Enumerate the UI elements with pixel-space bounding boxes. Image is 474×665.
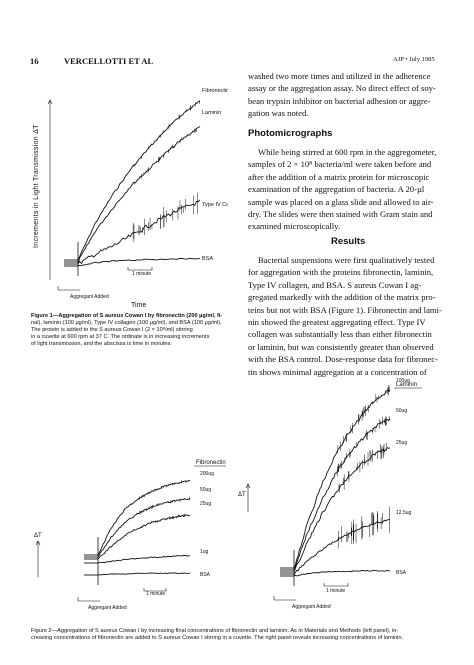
figure-1-caption-line-2: nal), laminin (100 µg/ml), Type IV colla… [31,320,222,326]
text-line: or laminin, but was consistently greater… [248,341,434,352]
y-axis-arrowhead [47,99,53,105]
text-line: after the addition of a matrix protein f… [248,171,430,182]
figure-2-right-ylabel: ΔT [238,492,246,498]
text-line: nin showed the greatest aggregating effe… [248,317,426,328]
series-line [97,572,191,576]
series-label: 50ug [396,408,407,414]
text-line: Bacterial suspensions were first qualita… [258,255,435,265]
text-line: While being stirred at 600 rpm in the ag… [258,147,437,157]
paragraph-materials-end: washed two more times and utilized in th… [248,70,448,120]
series-label: BSA [396,570,407,576]
text-line: assay or the aggregation assay. No direc… [248,83,436,94]
figure-1-xlabel: Time [131,302,147,309]
text-line: collagen was substantially less than eit… [248,329,432,340]
figure-1-chart: Fibronectin Laminin Type IV Collagen BSA In… [33,88,228,300]
series-label: 50ug [200,487,211,493]
caption-line: Figure 1—Aggregation of S aureus Cowan I… [31,313,231,320]
series-label: Fibronectin [202,88,228,94]
series-label: 1ug [200,549,209,555]
series-line [293,569,391,577]
text-line: examined microscopically. [248,221,341,232]
text-line: gation was noted. [248,108,309,119]
figure-1-caption-line-3: The protein is added to the S aureus Cow… [31,327,193,333]
series-label: Laminin [202,110,221,116]
text-line: washed two more times and utilized in th… [248,71,431,81]
series-label: 25ug [396,440,407,446]
figure-1-caption: Figure 1—Aggregation of S aureus Cowan I… [31,313,231,348]
section-heading-results: Results [331,236,366,247]
figure-2-left-aggregant-label: Aggregant Added [88,605,127,611]
figure-1-caption-line-4: in a cuvette at 600 rpm at 37 C. The ord… [31,334,210,340]
paragraph-results: Bacterial suspensions were first qualita… [248,254,448,378]
figure-1-aggregant-label: Aggregant Added [70,294,109,300]
series-label: 100ug [396,378,410,384]
figure-2-right-chart: 100ug 50ug 25ug 12.5ug BSA Laminin ΔT 1 minu… [238,378,422,610]
figure-1-scale-label: 1 minute [132,271,151,277]
series-line [293,389,391,568]
series-line [97,514,191,560]
series-label: Type IV Collagen [202,202,228,208]
minute-scale-bar [143,588,167,592]
text-line: bean trypsin inhibitor on bacterial adhe… [248,95,431,106]
y-axis-arrowhead [245,483,251,489]
figure-1-caption-line-5: of light transmission, and the abscissa … [31,341,172,347]
figure-1-caption-line-1: Figure 1—Aggregation of S aureus Cowan I… [31,313,223,319]
text-line: with the BSA control. Dose-response data… [248,354,438,365]
page-number: 16 [30,56,39,66]
figure-2-caption-line-1: Figure 2—Aggregation of S aureus Cowan I… [31,628,399,634]
series-line [97,554,191,564]
text-line: gregated markedly with the addition of t… [248,292,436,303]
text-line: teins but not with BSA (Figure 1). Fibro… [248,304,442,315]
figure-2-right-title: Laminin [396,382,417,388]
series-line [77,257,201,267]
series-line [77,126,201,264]
figure-2-right-scale-label: 1 minute [326,588,345,594]
figure-2-left-chart: 200ug 50ug 25ug 1ug BSA Fibronectin ΔT 1 min… [34,460,226,611]
text-line: Type IV collagen, and BSA. S aureus Cowa… [248,279,422,290]
text-line: tin shows minimal aggregation at a conce… [248,366,427,377]
series-label: BSA [200,572,211,578]
series-line [77,100,201,261]
figure-2-left-plot-area: 200ug 50ug 25ug 1ug BSA [35,471,214,602]
series-label: BSA [202,256,213,262]
figure-2-caption-line-2: creasing concentrations of fibronectin a… [31,635,404,641]
text-line: sample was placed on a glass slide and a… [248,196,434,207]
series-line [293,418,391,570]
series-line [97,480,191,556]
series-label: 12.5ug [396,510,412,516]
figure-2-right-aggregant-label: Aggregant Added [292,604,331,610]
figure-1-ylabel: Increments in Light Transmission ΔT [33,124,40,248]
series-label: 200ug [200,471,214,477]
text-line: for aggregation with the proteins fibron… [248,267,434,278]
running-head-journal: AJP • July 1985 [393,56,435,63]
y-axis-arrowhead [35,540,41,546]
section-heading-photomicrographs: Photomicrographs [248,128,333,139]
series-line [293,518,391,575]
figure-2-right-plot-area: 100ug 50ug 25ug 12.5ug BSA [245,378,412,601]
minute-scale-bar [127,267,153,271]
text-line: samples of 2 × 10⁸ bacteria/ml were take… [248,159,432,170]
running-head-authors: VERCELLOTTI ET AL [64,56,154,66]
text-line: examination of the aggregation of bacter… [248,184,425,195]
figure-1-plot-area: Fibronectin Laminin Type IV Collagen BSA [47,88,228,291]
series-line [293,447,391,573]
figure-2-left-scale-label: 1 minute [146,591,165,597]
series-label: 25ug [200,501,211,507]
figure-2-left-ylabel: ΔT [34,533,42,539]
minute-scale-bar [323,583,349,587]
figure-2-left-title: Fibronectin [196,460,226,466]
paragraph-photomicrographs: While being stirred at 600 rpm in the ag… [248,146,448,233]
text-line: dry. The slides were then stained with G… [248,209,433,220]
figure-2-caption: Figure 2—Aggregation of S aureus Cowan I… [31,628,451,642]
